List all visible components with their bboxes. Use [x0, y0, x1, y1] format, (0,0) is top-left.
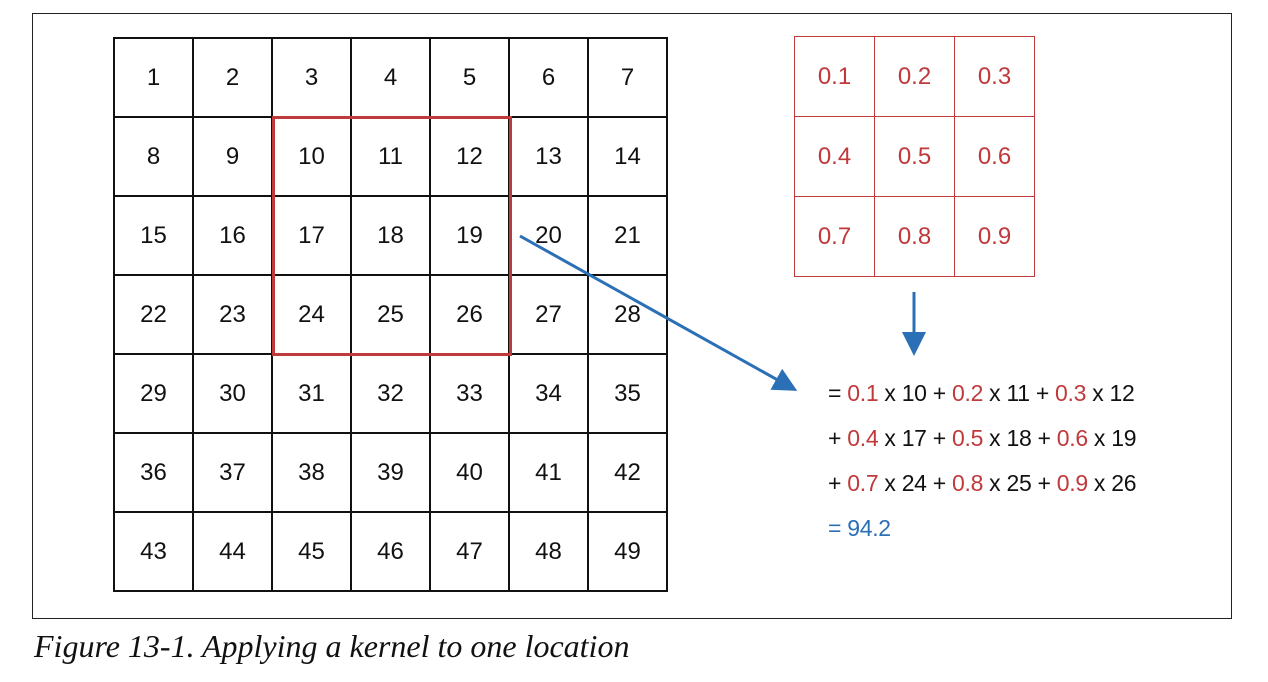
input-cell: 29 [115, 355, 194, 434]
input-cell: 30 [194, 355, 273, 434]
input-cell: 18 [352, 197, 431, 276]
input-cell: 35 [589, 355, 668, 434]
input-cell: 1 [115, 39, 194, 118]
input-cell: 39 [352, 434, 431, 513]
input-cell: 20 [510, 197, 589, 276]
input-cell: 33 [431, 355, 510, 434]
kernel-cell: 0.6 [955, 117, 1035, 197]
figure-frame [32, 13, 1232, 619]
input-cell: 45 [273, 513, 352, 592]
input-cell: 6 [510, 39, 589, 118]
input-cell: 10 [273, 118, 352, 197]
input-cell: 31 [273, 355, 352, 434]
input-cell: 11 [352, 118, 431, 197]
input-cell: 46 [352, 513, 431, 592]
input-cell: 14 [589, 118, 668, 197]
input-cell: 49 [589, 513, 668, 592]
equation-line-1: = 0.1 x 10 + 0.2 x 11 + 0.3 x 12 [828, 380, 1135, 406]
kernel-cell: 0.5 [875, 117, 955, 197]
input-cell: 7 [589, 39, 668, 118]
input-cell: 47 [431, 513, 510, 592]
kernel-cell: 0.8 [875, 197, 955, 277]
diagonal-arrow [519, 234, 798, 391]
input-cell: 17 [273, 197, 352, 276]
input-cell: 22 [115, 276, 194, 355]
input-cell: 41 [510, 434, 589, 513]
kernel-cell: 0.1 [795, 37, 875, 117]
kernel-grid: 0.1 0.2 0.3 0.4 0.5 0.6 0.7 0.8 0.9 [794, 36, 1035, 277]
input-cell: 13 [510, 118, 589, 197]
equation-line-3: + 0.7 x 24 + 0.8 x 25 + 0.9 x 26 [828, 470, 1137, 496]
kernel-cell: 0.2 [875, 37, 955, 117]
kernel-cell: 0.7 [795, 197, 875, 277]
kernel-cell: 0.3 [955, 37, 1035, 117]
figure-caption: Figure 13-1. Applying a kernel to one lo… [34, 628, 630, 664]
equation-result: = 94.2 [828, 515, 891, 541]
input-cell: 37 [194, 434, 273, 513]
kernel-cell: 0.9 [955, 197, 1035, 277]
input-cell: 15 [115, 197, 194, 276]
input-cell: 27 [510, 276, 589, 355]
equation-line-2: + 0.4 x 17 + 0.5 x 18 + 0.6 x 19 [828, 425, 1137, 451]
input-cell: 2 [194, 39, 273, 118]
input-cell: 21 [589, 197, 668, 276]
input-cell: 32 [352, 355, 431, 434]
input-cell: 44 [194, 513, 273, 592]
input-cell: 34 [510, 355, 589, 434]
input-cell: 28 [589, 276, 668, 355]
input-grid: 1 2 3 4 5 6 7 8 9 10 11 12 13 14 15 16 17 18 19 20 21 22 23 24 2… [113, 37, 668, 592]
input-cell: 40 [431, 434, 510, 513]
input-cell: 8 [115, 118, 194, 197]
input-cell: 42 [589, 434, 668, 513]
input-cell: 43 [115, 513, 194, 592]
kernel-cell: 0.4 [795, 117, 875, 197]
input-cell: 38 [273, 434, 352, 513]
input-cell: 36 [115, 434, 194, 513]
input-cell: 48 [510, 513, 589, 592]
